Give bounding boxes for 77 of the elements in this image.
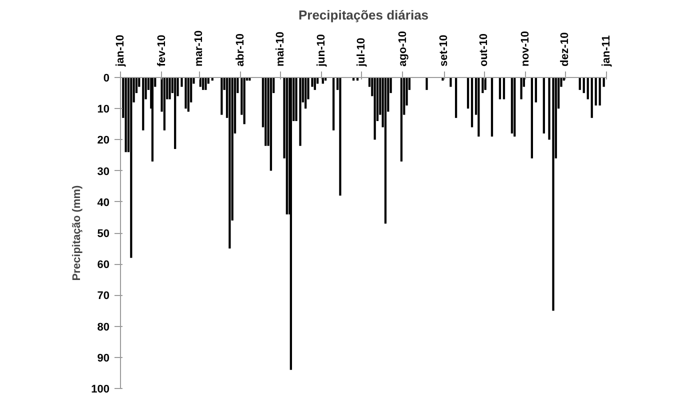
y-tick-label: 40 xyxy=(97,196,110,209)
bar xyxy=(470,78,474,128)
chart-title: Precipitações diárias xyxy=(298,8,429,22)
bar xyxy=(184,78,187,109)
y-tick-label: 30 xyxy=(97,166,110,178)
bar xyxy=(163,78,166,130)
bar xyxy=(442,78,444,81)
bar xyxy=(314,78,316,90)
x-tick-label: jun-10 xyxy=(316,34,328,68)
x-tick-label: ago-10 xyxy=(396,31,409,66)
y-tick-label: 60 xyxy=(97,259,110,272)
bar xyxy=(243,78,246,124)
bar xyxy=(286,78,288,214)
bar xyxy=(187,78,190,112)
x-tick-label: mai-10 xyxy=(274,32,286,66)
bar xyxy=(552,78,554,311)
bar xyxy=(502,78,506,100)
x-tick-label: out-10 xyxy=(478,34,490,66)
y-axis-title: Precipitação (mm) xyxy=(71,184,84,281)
bar xyxy=(602,78,605,87)
bar xyxy=(400,78,403,162)
bar xyxy=(534,78,537,102)
bar xyxy=(228,78,231,249)
y-tick-label: 70 xyxy=(97,290,110,302)
x-tick-label: nov-10 xyxy=(519,31,532,66)
x-tick-label: jan-10 xyxy=(114,34,126,68)
bar xyxy=(339,78,342,196)
bar xyxy=(142,78,144,130)
bar xyxy=(220,78,223,115)
bar xyxy=(374,78,376,140)
x-tick-label: mar-10 xyxy=(193,30,206,66)
bar xyxy=(530,78,533,158)
bar xyxy=(582,78,585,94)
bar xyxy=(520,78,522,100)
bar xyxy=(450,78,452,87)
bar xyxy=(478,78,480,137)
y-tick-label: 100 xyxy=(91,384,110,396)
bar xyxy=(130,78,132,258)
bar xyxy=(578,78,581,90)
bar xyxy=(590,78,593,118)
bar xyxy=(290,78,292,370)
bar xyxy=(384,78,387,224)
y-tick-label: 10 xyxy=(97,104,110,116)
bar xyxy=(264,78,267,146)
x-tick-label: jan-11 xyxy=(600,35,612,68)
bar xyxy=(594,78,597,106)
bar xyxy=(598,78,601,106)
bar xyxy=(542,78,545,134)
bar xyxy=(202,78,204,90)
x-tick-label: jul-10 xyxy=(356,38,368,68)
y-tick-label: 0 xyxy=(103,72,110,84)
bar xyxy=(299,78,302,146)
x-tick-label: set-10 xyxy=(438,34,450,66)
bar xyxy=(204,78,207,90)
x-tick-label: abr-10 xyxy=(234,33,246,66)
bar xyxy=(482,78,484,94)
y-tick-label: 50 xyxy=(97,228,110,240)
bar xyxy=(586,78,589,100)
bar xyxy=(168,78,171,100)
bar xyxy=(514,78,516,137)
bar xyxy=(304,78,307,109)
bar xyxy=(466,78,470,109)
y-tick-label: 20 xyxy=(97,134,110,147)
bar xyxy=(151,78,154,162)
x-tick-label: fev-10 xyxy=(156,34,168,66)
bar xyxy=(174,78,176,150)
bar xyxy=(490,78,494,137)
bar xyxy=(270,78,272,171)
bar xyxy=(426,78,428,90)
bar xyxy=(454,78,458,118)
y-tick-label: 90 xyxy=(97,352,110,364)
bar xyxy=(124,78,127,152)
y-tick-label: 80 xyxy=(97,321,110,334)
bar xyxy=(332,78,335,130)
x-tick-label: dez-10 xyxy=(559,32,572,66)
bar xyxy=(498,78,502,100)
bar xyxy=(510,78,514,134)
